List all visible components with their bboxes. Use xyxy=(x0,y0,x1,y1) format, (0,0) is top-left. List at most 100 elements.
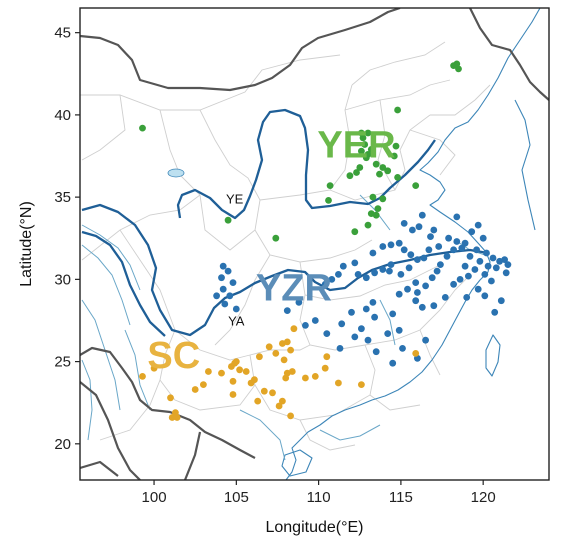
sample-point xyxy=(224,267,232,275)
sample-point xyxy=(412,350,420,357)
sample-point xyxy=(256,353,263,361)
sample-point xyxy=(283,338,291,346)
sample-point xyxy=(420,254,428,262)
sample-point xyxy=(386,267,393,275)
sample-point xyxy=(466,252,474,260)
sample-point xyxy=(371,269,378,277)
qinghai-lake-shape xyxy=(167,168,185,178)
sample-point xyxy=(172,409,179,416)
sample-point xyxy=(364,221,372,229)
y-tick-label: 40 xyxy=(54,107,71,124)
sample-point xyxy=(445,234,452,242)
sample-point xyxy=(218,274,225,282)
sample-point xyxy=(387,261,395,268)
sample-point xyxy=(369,249,377,257)
sample-point xyxy=(376,170,383,178)
sample-point xyxy=(232,358,240,365)
sample-point xyxy=(218,369,225,377)
sample-point xyxy=(226,292,234,300)
y-tick-label: 20 xyxy=(54,436,71,453)
sample-point xyxy=(422,336,429,344)
sample-point xyxy=(461,239,469,247)
sample-point xyxy=(453,60,461,68)
sample-point xyxy=(364,129,372,137)
sample-point xyxy=(353,169,360,176)
sample-point xyxy=(150,364,158,372)
sample-point xyxy=(323,353,331,361)
sample-point xyxy=(476,257,484,265)
sample-point xyxy=(374,205,382,213)
sample-point xyxy=(468,228,476,236)
sample-point xyxy=(491,308,499,316)
x-tick-label: 120 xyxy=(471,489,496,506)
sample-point xyxy=(379,164,387,171)
sample-point xyxy=(236,366,244,374)
sample-point xyxy=(229,279,237,286)
sample-point xyxy=(219,262,227,270)
sample-point xyxy=(339,262,347,270)
sample-point xyxy=(394,106,401,114)
coastline xyxy=(285,8,541,480)
sample-point xyxy=(367,146,375,153)
hainan-island xyxy=(281,449,313,477)
sample-point xyxy=(221,300,229,308)
sample-point xyxy=(168,414,176,421)
sample-point xyxy=(348,308,355,316)
sample-point xyxy=(219,285,227,293)
sample-point xyxy=(407,251,415,259)
yellow-river xyxy=(176,108,436,220)
sample-point xyxy=(474,285,482,293)
sample-point xyxy=(229,391,237,398)
x-tick-label: 105 xyxy=(224,489,249,506)
sample-point xyxy=(389,310,397,318)
sample-point xyxy=(484,262,492,270)
sample-point xyxy=(471,266,479,273)
sample-point xyxy=(405,264,413,272)
sample-point xyxy=(251,376,258,384)
sample-point xyxy=(504,261,512,268)
sample-point xyxy=(384,167,392,175)
sample-point xyxy=(412,297,420,305)
sample-point xyxy=(311,317,319,324)
sample-point xyxy=(269,389,276,397)
sample-point xyxy=(224,216,232,224)
province-boundaries xyxy=(80,41,491,451)
sample-point xyxy=(361,141,369,148)
sample-point xyxy=(481,292,489,300)
sample-point xyxy=(288,368,296,375)
sample-point xyxy=(358,147,365,155)
sample-point xyxy=(282,374,290,382)
sample-point xyxy=(397,271,405,278)
sample-point xyxy=(369,193,377,201)
sample-point xyxy=(369,299,377,306)
y-tick-label: 25 xyxy=(54,354,71,371)
sample-point xyxy=(200,381,207,388)
sample-point xyxy=(283,307,291,314)
sample-point xyxy=(358,325,365,333)
sample-point xyxy=(302,322,309,329)
sample-point xyxy=(433,267,441,275)
sample-point xyxy=(425,246,433,254)
sample-point xyxy=(483,249,490,257)
sample-point xyxy=(395,239,403,247)
sample-point xyxy=(481,271,489,278)
series-yzr-points xyxy=(213,211,512,367)
sample-point xyxy=(412,182,420,190)
sample-point xyxy=(372,160,380,168)
sample-point xyxy=(167,394,174,402)
sample-point xyxy=(323,330,331,337)
sample-point xyxy=(358,381,365,388)
sample-point xyxy=(325,197,332,204)
sample-point xyxy=(399,345,406,352)
sample-point xyxy=(346,172,354,180)
sample-point xyxy=(400,246,408,254)
sample-point xyxy=(389,359,397,367)
sample-point xyxy=(336,345,344,352)
yangtze-river xyxy=(81,203,489,337)
sample-point xyxy=(414,256,421,263)
sample-point xyxy=(265,343,273,351)
sample-point xyxy=(272,350,280,357)
series-sc-points xyxy=(139,325,420,421)
